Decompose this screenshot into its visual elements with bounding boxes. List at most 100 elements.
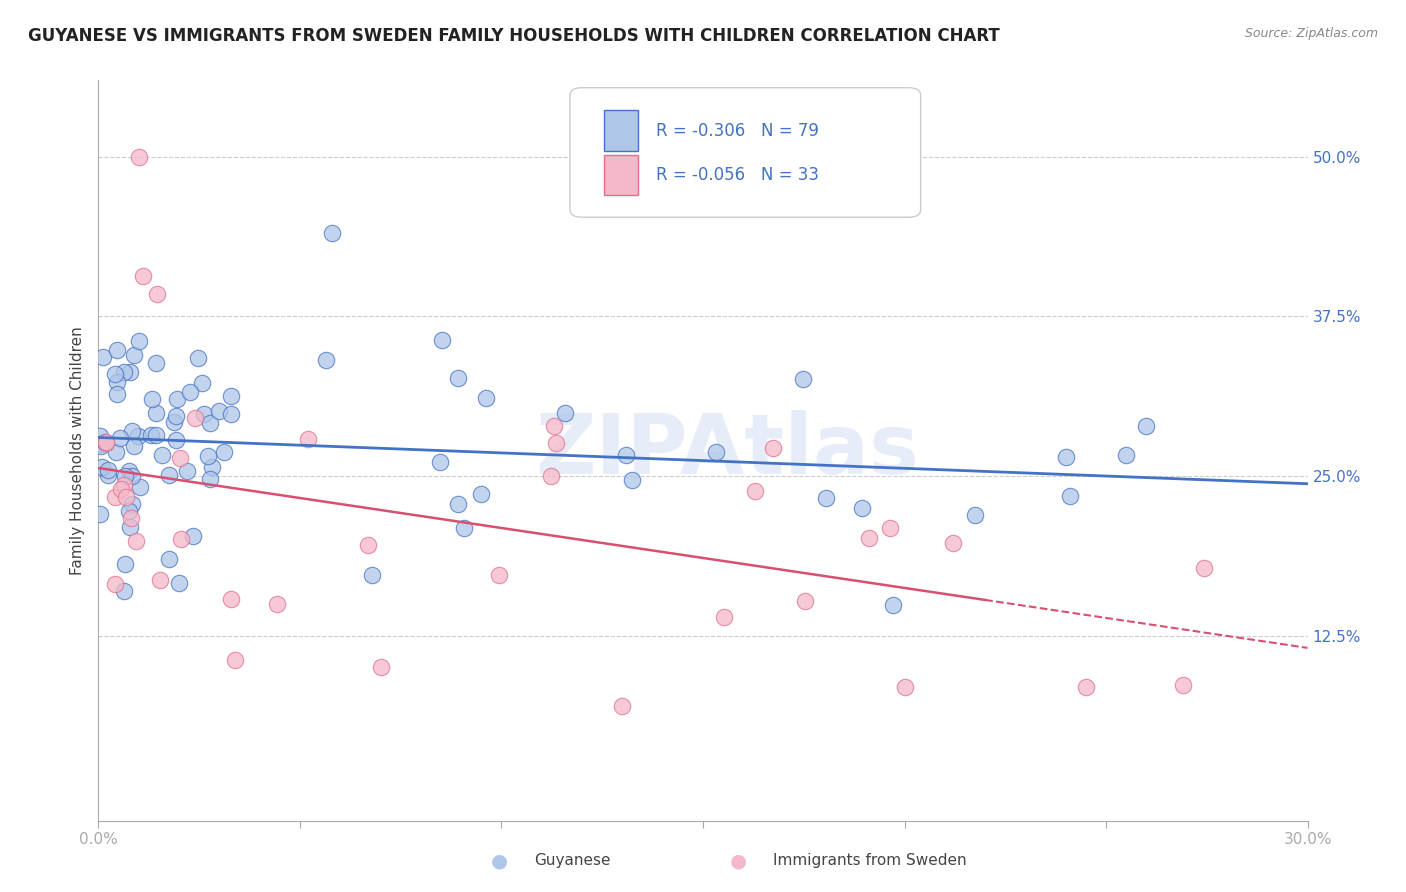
Text: Source: ZipAtlas.com: Source: ZipAtlas.com xyxy=(1244,27,1378,40)
Point xyxy=(139,428,162,442)
Point xyxy=(183,529,205,543)
Text: Immigrants from Sweden: Immigrants from Sweden xyxy=(773,854,967,868)
Text: GUYANESE VS IMMIGRANTS FROM SWEDEN FAMILY HOUSEHOLDS WITH CHILDREN CORRELATION C: GUYANESE VS IMMIGRANTS FROM SWEDEN FAMIL… xyxy=(28,27,1000,45)
Point xyxy=(544,435,567,450)
Point xyxy=(851,500,873,515)
Point xyxy=(744,483,766,498)
Point xyxy=(146,287,169,301)
Point xyxy=(104,490,127,504)
Point xyxy=(157,468,180,483)
Text: ●: ● xyxy=(730,851,747,871)
Point xyxy=(112,584,135,599)
Point xyxy=(94,435,117,450)
Point xyxy=(132,268,155,283)
Point xyxy=(120,510,142,524)
Text: Guyanese: Guyanese xyxy=(534,854,610,868)
Point xyxy=(163,415,186,429)
Point xyxy=(198,472,221,486)
Point xyxy=(114,557,136,571)
Point xyxy=(201,460,224,475)
Point xyxy=(128,480,150,494)
Point xyxy=(120,520,142,534)
Point xyxy=(554,406,576,420)
Point xyxy=(612,698,634,713)
Point xyxy=(114,469,136,483)
Point xyxy=(169,451,191,466)
Point xyxy=(112,365,135,379)
Point xyxy=(165,409,187,423)
Point xyxy=(91,350,114,364)
Point xyxy=(167,576,190,591)
Point xyxy=(453,521,475,535)
Point xyxy=(108,431,131,445)
Point xyxy=(104,577,127,591)
Point xyxy=(792,372,814,386)
Point xyxy=(197,449,219,463)
Point xyxy=(128,334,150,348)
Point xyxy=(704,444,727,458)
Point xyxy=(297,432,319,446)
Point xyxy=(89,429,111,443)
Text: R = -0.056   N = 33: R = -0.056 N = 33 xyxy=(655,166,818,184)
Point xyxy=(447,371,470,385)
Point xyxy=(96,436,118,450)
Point xyxy=(176,464,198,478)
Point xyxy=(488,568,510,582)
Point xyxy=(105,375,128,389)
Point xyxy=(1115,448,1137,462)
Point xyxy=(614,448,637,462)
Point xyxy=(315,353,337,368)
Point xyxy=(893,680,915,694)
Point xyxy=(112,478,135,492)
Point xyxy=(150,448,173,462)
Point xyxy=(879,521,901,535)
Point xyxy=(145,428,167,442)
Point xyxy=(191,376,214,390)
Point xyxy=(117,504,139,518)
Point xyxy=(762,441,785,455)
Point xyxy=(470,487,492,501)
Point xyxy=(356,538,378,552)
Point xyxy=(105,343,128,358)
Point xyxy=(157,551,180,566)
Point xyxy=(321,227,343,241)
Point xyxy=(141,392,163,406)
Point xyxy=(91,459,114,474)
Point xyxy=(145,406,167,420)
Point xyxy=(942,536,965,550)
FancyBboxPatch shape xyxy=(603,154,638,195)
Point xyxy=(105,386,128,401)
Point xyxy=(1074,680,1097,694)
Point xyxy=(121,424,143,438)
Point xyxy=(187,351,209,365)
Point xyxy=(965,508,987,523)
Point xyxy=(165,433,187,447)
Point xyxy=(429,455,451,469)
Point xyxy=(128,150,150,164)
Point xyxy=(110,482,132,496)
FancyBboxPatch shape xyxy=(569,87,921,218)
Point xyxy=(166,392,188,407)
Point xyxy=(858,531,880,545)
Point xyxy=(713,610,735,624)
FancyBboxPatch shape xyxy=(603,111,638,151)
Point xyxy=(882,598,904,612)
Point xyxy=(1054,450,1077,464)
Point xyxy=(430,333,453,347)
Point xyxy=(212,445,235,459)
Point xyxy=(183,411,205,425)
Point xyxy=(794,594,817,608)
Point xyxy=(124,534,146,549)
Point xyxy=(89,507,111,521)
Point xyxy=(447,497,470,511)
Point xyxy=(370,660,392,674)
Point xyxy=(620,473,643,487)
Point xyxy=(118,464,141,478)
Text: ●: ● xyxy=(491,851,508,871)
Text: ZIPAtlas: ZIPAtlas xyxy=(536,410,920,491)
Point xyxy=(149,573,172,587)
Point xyxy=(105,444,128,458)
Point xyxy=(1173,678,1195,692)
Point xyxy=(122,348,145,362)
Point xyxy=(104,367,127,381)
